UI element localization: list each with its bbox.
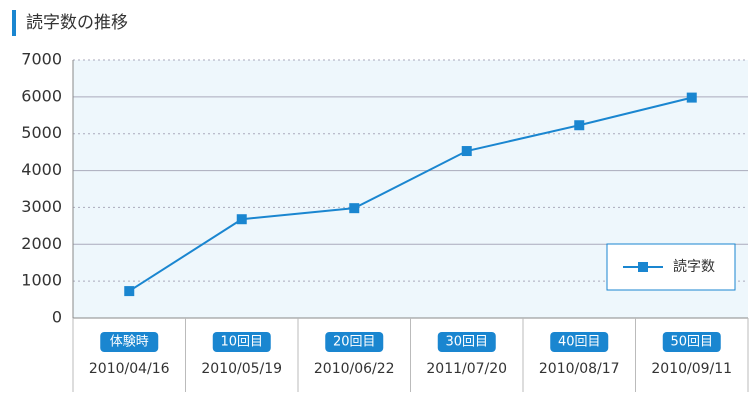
x-tick-label: 10回目 [220,335,263,350]
x-tick-label: 50回目 [670,335,713,350]
category-badge [100,332,159,352]
x-tick-label: 30回目 [445,335,488,350]
y-tick-label: 4000 [21,160,62,179]
title-accent [12,10,16,36]
chart-title: 読字数の推移 [26,13,128,33]
x-tick-date: 2010/08/17 [539,361,620,377]
y-tick-label: 3000 [21,197,62,216]
category-badge [212,332,271,352]
x-tick-date: 2011/07/20 [426,361,507,377]
y-tick-label: 5000 [21,123,62,142]
category-badge [437,332,496,352]
x-tick-label: 20回目 [333,335,376,350]
x-tick-label: 40回目 [558,335,601,350]
x-tick-date: 2010/04/16 [89,361,170,377]
legend-label: 読字数 [673,258,715,275]
data-point [349,203,360,214]
y-tick-label: 0 [52,308,62,327]
category-badge [662,332,721,352]
data-point [574,120,585,131]
x-tick-date: 2010/05/19 [201,361,282,377]
y-tick-label: 2000 [21,234,62,253]
data-point [236,214,247,225]
y-tick-label: 6000 [21,86,62,105]
data-point [461,146,472,157]
series-line [128,96,692,292]
y-tick-label: 7000 [21,50,62,69]
legend-marker [638,262,648,272]
category-badge [550,332,609,352]
y-tick-label: 1000 [21,271,62,290]
x-tick-label: 体験時 [110,335,149,350]
data-point [686,92,697,103]
category-badge [325,332,384,352]
data-point [124,286,135,297]
x-tick-date: 2010/09/11 [651,361,732,377]
x-tick-date: 2010/06/22 [314,361,395,377]
